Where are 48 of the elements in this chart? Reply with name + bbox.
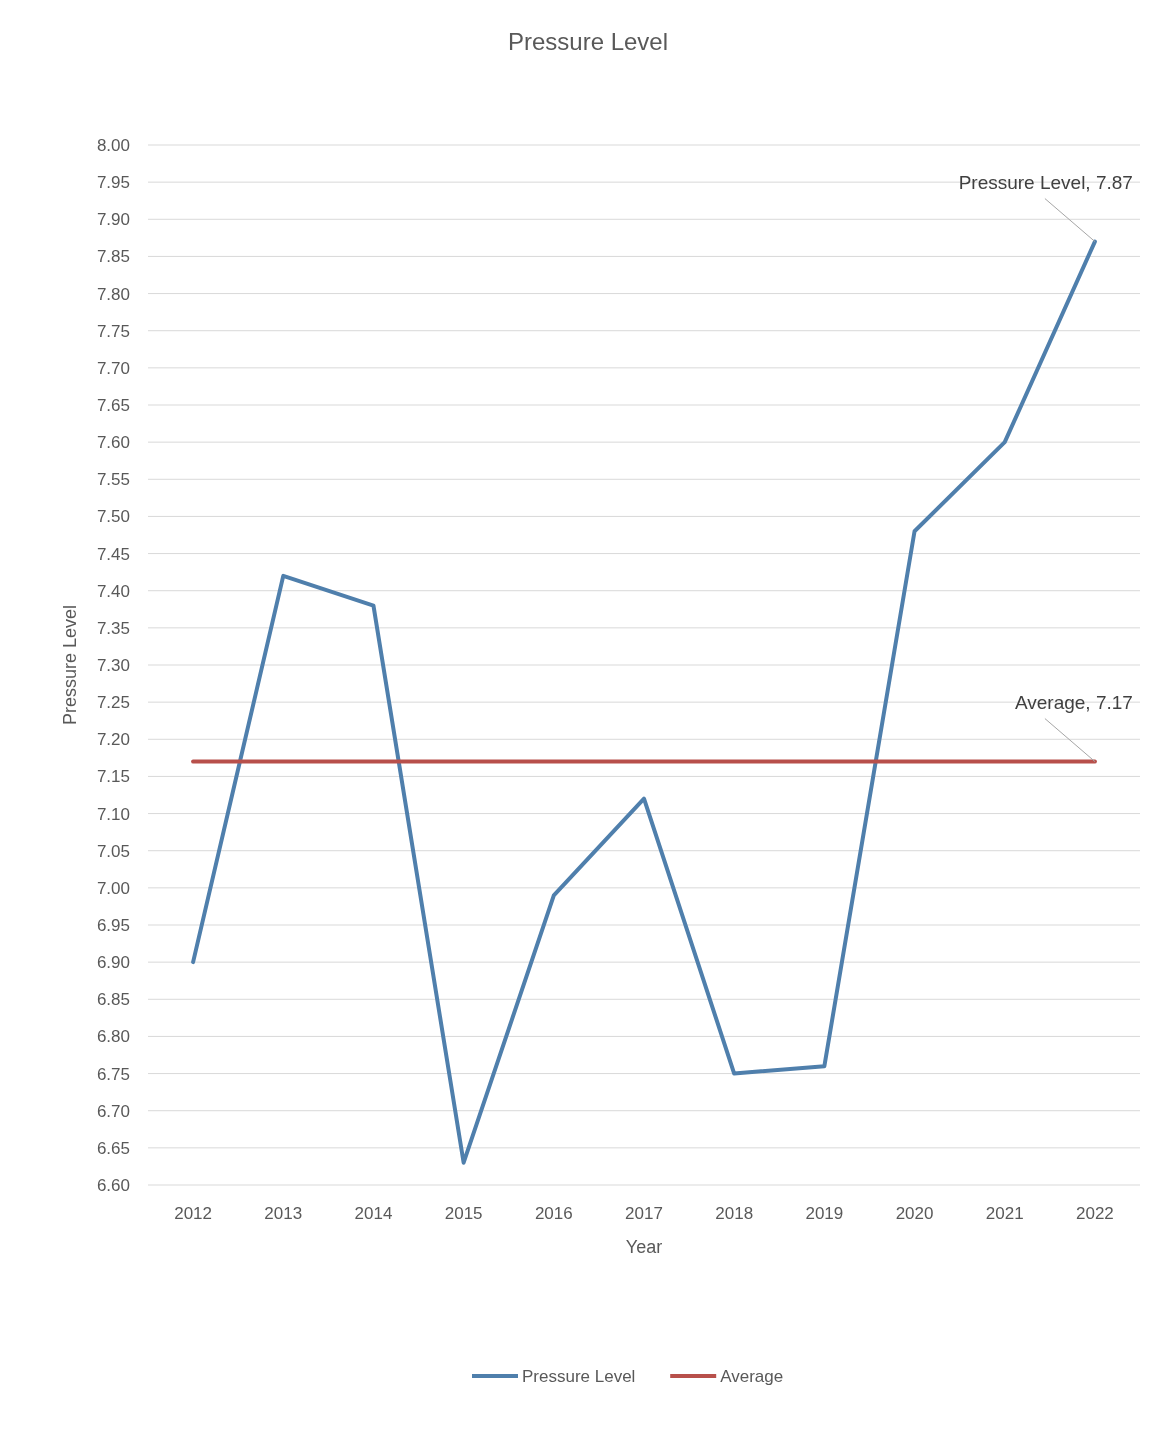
y-tick-label: 7.90 [96,210,130,230]
y-tick-label: 7.65 [96,395,130,415]
x-tick-label: 2012 [174,1204,212,1223]
x-tick-label: 2020 [895,1204,934,1223]
y-tick-label: 8.00 [96,135,130,155]
x-tick-label: 2019 [805,1204,844,1223]
y-tick-label: 7.25 [96,693,130,713]
y-tick-label: 6.60 [96,1175,130,1195]
annotation: Pressure Level, 7.87 [958,171,1133,193]
x-tick-label: 2018 [715,1204,754,1223]
x-tick-label: 2014 [354,1204,393,1223]
x-tick-label: 2013 [264,1204,303,1223]
y-tick-label: 7.30 [96,655,130,675]
y-tick-label: 7.70 [96,358,130,378]
line-series [191,239,1097,1165]
chart-title: Pressure Level [507,28,669,55]
legend-label: Average [720,1367,784,1386]
y-tick-label: 7.15 [96,767,130,787]
y-tick-label: 7.95 [96,173,130,193]
y-tick-label: 7.35 [96,618,130,638]
annotation: Average, 7.17 [1014,691,1133,713]
y-tick-label: 7.05 [96,841,130,861]
y-tick-label: 6.65 [96,1138,130,1158]
y-tick-label: 7.75 [96,321,130,341]
y-tick-label: 7.55 [96,470,130,490]
x-tick-label: 2017 [625,1204,663,1223]
y-axis-title: Pressure Level [60,604,80,726]
x-tick-label: 2021 [985,1204,1024,1223]
y-tick-label: 7.20 [96,730,130,750]
x-axis-title: Year [625,1237,663,1257]
y-tick-label: 6.80 [96,1027,130,1047]
y-tick-label: 7.50 [96,507,130,527]
y-tick-label: 7.00 [96,878,130,898]
y-tick-label: 7.85 [96,247,130,267]
y-tick-label: 6.75 [96,1064,130,1084]
y-tick-label: 7.40 [96,581,130,601]
y-tick-label: 6.95 [96,915,130,935]
y-tick-label: 7.10 [96,804,130,824]
y-tick-label: 7.80 [96,284,130,304]
x-tick-label: 2015 [444,1204,483,1223]
y-tick-label: 7.60 [96,433,130,453]
x-tick-label: 2016 [534,1204,573,1223]
legend-label: Pressure Level [522,1367,636,1386]
x-tick-label: 2022 [1075,1204,1114,1223]
y-tick-label: 6.85 [96,990,130,1010]
y-tick-label: 6.70 [96,1101,130,1121]
y-tick-label: 6.90 [96,953,130,973]
y-tick-label: 7.45 [96,544,130,564]
